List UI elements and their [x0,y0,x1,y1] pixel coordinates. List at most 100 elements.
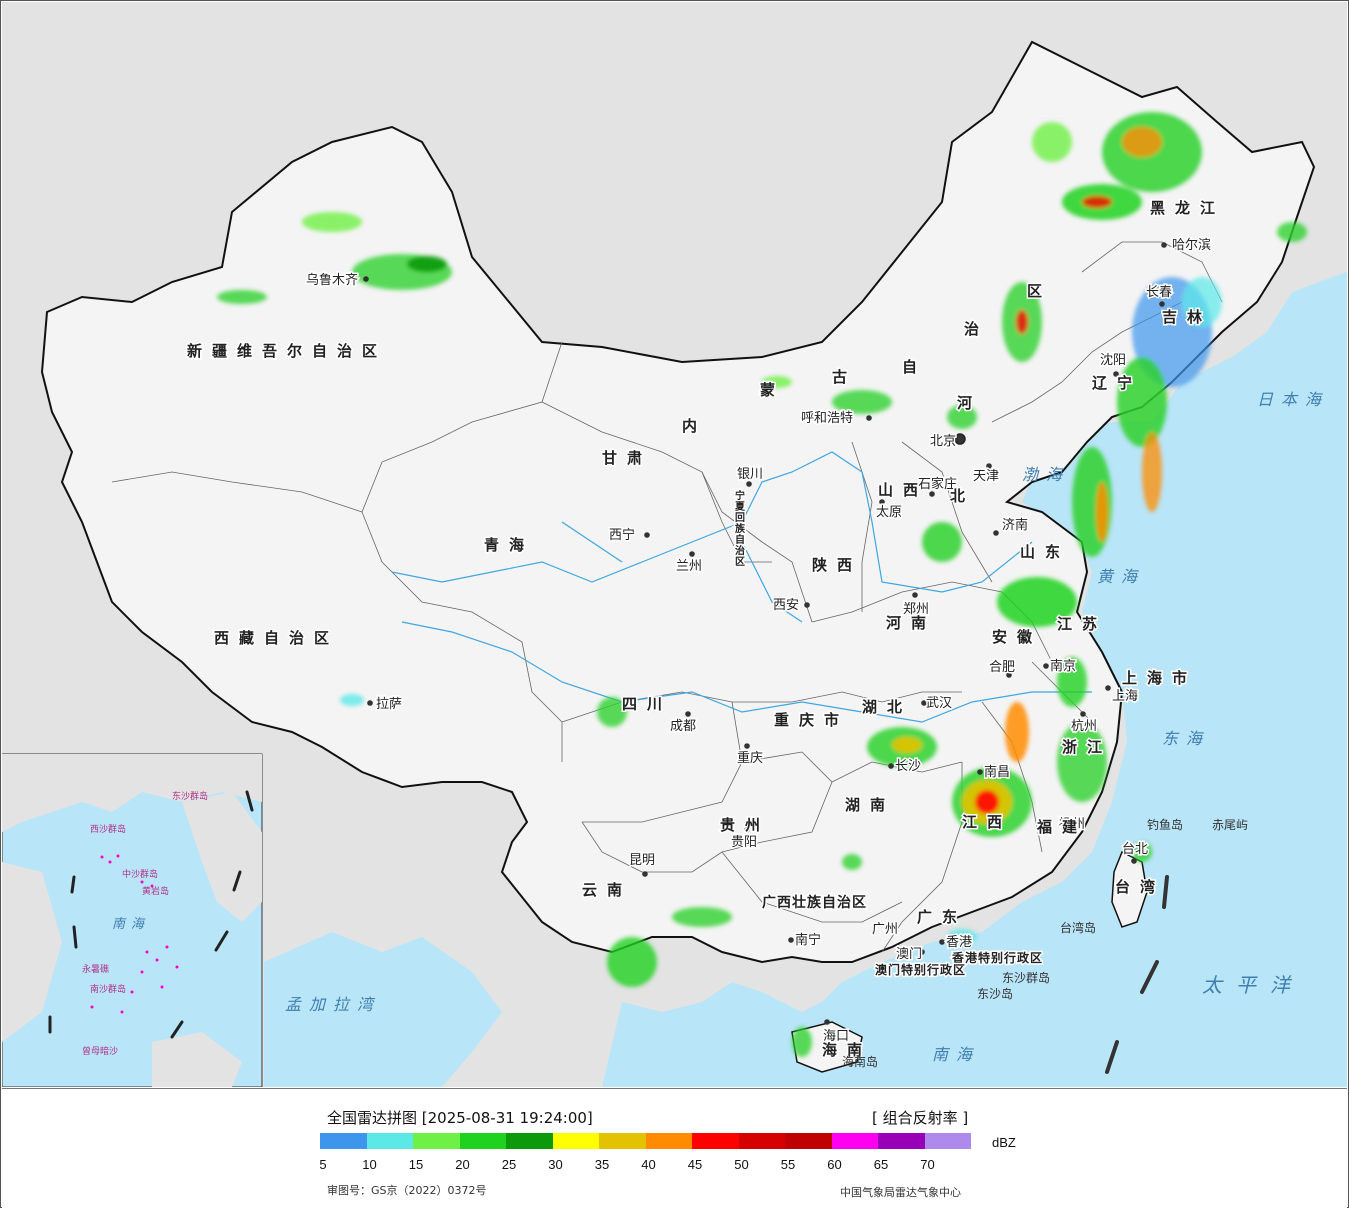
province-label-liaoning: 辽宁 [1092,374,1142,392]
scale-tick-label: 50 [734,1157,749,1172]
scale-tick-label: 60 [827,1157,842,1172]
city-marker-shenyang [1113,371,1119,377]
city-label-macau: 澳门 [896,946,922,962]
city-label-lanzhou: 兰州 [676,559,702,574]
product-label: [ 组合反射率 ] [872,1109,969,1127]
sea-label-nanhai: 南海 [932,1045,980,1064]
island-label-taiwan-dao: 台湾岛 [1060,920,1096,935]
island-label-dongsha-qundao: 东沙群岛 [1002,970,1050,985]
inset-island-label: 永暑礁 [82,963,109,975]
inset-island-label: 中沙群岛 [122,868,158,880]
city-marker-wuhan [921,700,927,706]
province-label-hubei: 湖北 [862,698,912,716]
scale-tick-label: 45 [687,1157,703,1172]
city-label-shijiazhuang: 石家庄 [918,476,957,492]
city-label-xian: 西安 [773,598,799,613]
city-marker-guiyang [744,827,750,833]
province-label-guizhou: 贵州 [720,816,770,834]
city-marker-hangzhou [1080,711,1086,717]
city-label-lhasa: 拉萨 [376,697,402,712]
sea-label-mengjiala: 孟加拉湾 [285,995,381,1014]
city-marker-yinchuan [746,481,752,487]
province-label-jilin: 吉林 [1162,308,1212,326]
agency-credit: 中国气象局雷达气象中心 [840,1186,961,1199]
scale-tick-label: 25 [501,1157,517,1172]
province-label-ningxia: 宁夏回族自治区 [733,489,746,567]
city-marker-guangzhou [889,926,895,932]
color-swatch [459,1133,506,1149]
province-label-guangdong: 广东 [917,908,967,926]
province-label-fujian: 福建 [1036,818,1087,836]
city-label-zhengzhou: 郑州 [903,602,929,617]
sea-label-huanghai: 黄海 [1097,567,1145,586]
province-label-xinjiang: 新疆维吾尔自治区 [187,342,387,360]
china-radar-map: 乌鲁木齐拉萨西宁兰州银川呼和浩特北京天津石家庄太原济南郑州西安成都重庆武汉合肥南… [2,40,1347,1087]
color-swatch [320,1133,367,1149]
scale-tick-label: 65 [873,1157,889,1172]
radar-echoes [217,112,1307,1057]
city-marker-hefei [1006,672,1012,678]
legend-panel: 全国雷达拼图 [2025-08-31 19:24:00] [ 组合反射率 ] d… [2,1088,1347,1208]
city-label-hongkong: 香港 [946,935,972,950]
city-label-fuzhou: 福州 [1059,817,1085,832]
province-label-shaanxi: 陕西 [812,556,862,574]
province-label-anhui: 安徽 [992,628,1042,646]
sea-bay-of-bengal [264,932,502,1087]
city-marker-xian [804,602,810,608]
province-label-gansu: 甘肃 [602,449,652,467]
city-label-taipei: 台北 [1122,842,1148,857]
city-marker-harbin [1161,242,1167,248]
city-label-shenyang: 沈阳 [1100,353,1126,368]
city-label-hangzhou: 杭州 [1071,719,1097,734]
color-swatch [785,1133,832,1149]
city-marker-nanjing [1043,663,1049,669]
city-marker-hohhot [866,415,872,421]
inset-island-label: 西沙群岛 [90,823,126,835]
province-label-neimenggu-meng: 蒙 [760,381,785,399]
city-marker-kunming [642,871,648,877]
province-label-shanxi: 山西 [878,481,928,499]
city-label-yinchuan: 银川 [737,467,763,482]
city-label-urumqi: 乌鲁木齐 [306,272,358,288]
city-label-tianjin: 天津 [973,469,999,484]
sea-label-taipingyang: 太平洋 [1202,973,1304,997]
color-swatch [552,1133,599,1149]
scale-tick-label: 20 [455,1157,470,1172]
legend-title: 全国雷达拼图 [2025-08-31 19:24:00] [327,1109,593,1127]
province-label-macau-sar: 澳门特别行政区 [875,962,966,977]
city-markers: 乌鲁木齐拉萨西宁兰州银川呼和浩特北京天津石家庄太原济南郑州西安成都重庆武汉合肥南… [305,236,1213,1046]
color-scale-ticks: 5 10 15 20 25 30 35 40 45 50 55 60 65 70 [319,1157,980,1175]
approval-number: 审图号：GS京（2022）0372号 [327,1184,487,1197]
rivers [391,451,1092,723]
city-label-hohhot: 呼和浩特 [801,411,853,426]
scale-tick-label: 15 [408,1157,424,1172]
city-marker-lhasa [367,700,373,706]
province-label-hebei-bei: 北 [950,487,975,505]
scale-tick-label: 5 [319,1157,327,1172]
city-label-hefei: 合肥 [989,660,1015,675]
city-label-wuhan: 武汉 [926,696,952,711]
province-label-shanghai-shi: 上海市 [1122,669,1197,687]
province-label-sichuan: 四川 [622,695,672,713]
province-label-henan: 河南 [886,614,936,632]
city-label-kunming: 昆明 [629,853,655,868]
sea-label-donghai: 东海 [1162,729,1210,748]
city-label-beijing: 北京 [930,434,956,449]
city-marker-macau [919,949,925,955]
city-marker-nanchang [977,769,983,775]
province-label-neimenggu-zi: 自 [902,358,927,376]
city-marker-taiyuan [879,499,885,505]
city-label-guangzhou: 广州 [872,922,898,937]
province-label-zhejiang: 浙江 [1062,738,1112,756]
city-marker-fuzhou [1072,819,1078,825]
city-marker-chengdu [685,711,691,717]
inset-island-label: 东沙群岛 [172,790,208,802]
city-label-haikou: 海口 [823,1029,849,1044]
city-marker-changchun [1159,301,1165,307]
map-area[interactable]: 乌鲁木齐 拉萨 西宁 兰州 银川 呼和浩特 北京 天津 石家庄 太原 济南 郑州 西安 成都 重庆 武汉 合肥南… [2,2,1347,1087]
city-marker-xining [644,532,650,538]
color-swatch [692,1133,739,1149]
